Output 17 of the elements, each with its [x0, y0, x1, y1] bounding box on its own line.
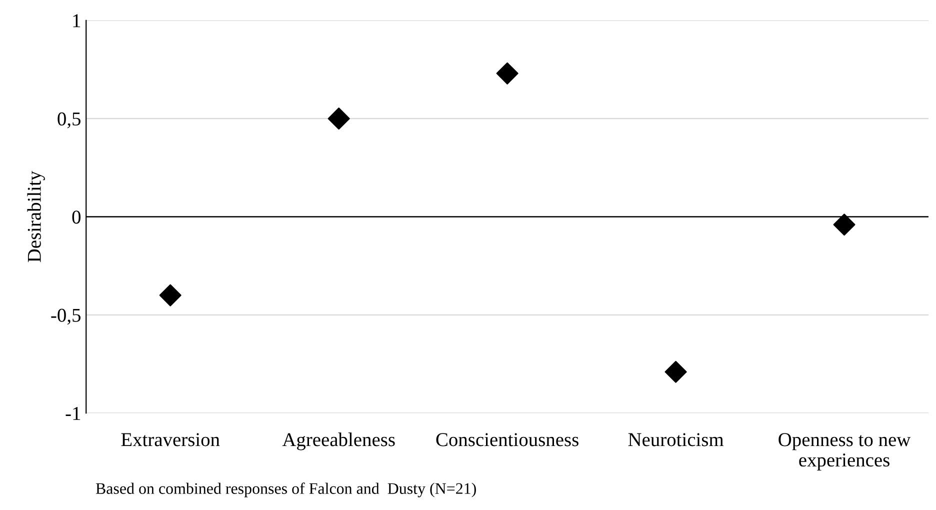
text: Based on combined responses of Falcon and Dusty (N=21)	[96, 482, 476, 498]
x-tick-label: Conscientiousness	[436, 433, 578, 446]
y-tick-label: -0,5	[51, 308, 80, 325]
y-tick-label: 0,5	[58, 112, 80, 128]
x-tick-label: Neuroticism	[628, 433, 724, 446]
point	[159, 284, 182, 306]
y-tick-label: 1	[73, 14, 80, 28]
point	[664, 360, 687, 383]
point	[496, 62, 518, 84]
y-tick-label: 0	[72, 210, 81, 224]
point	[833, 214, 856, 236]
y-tick-label: -1	[66, 407, 80, 420]
point	[328, 108, 350, 130]
y-axis-title: Desirability	[27, 170, 45, 262]
x-tick-label: Agreeableness	[282, 432, 395, 450]
x-tick-label: Openness to new experiences	[778, 433, 911, 471]
x-tick-label: Extraversion	[121, 433, 220, 446]
